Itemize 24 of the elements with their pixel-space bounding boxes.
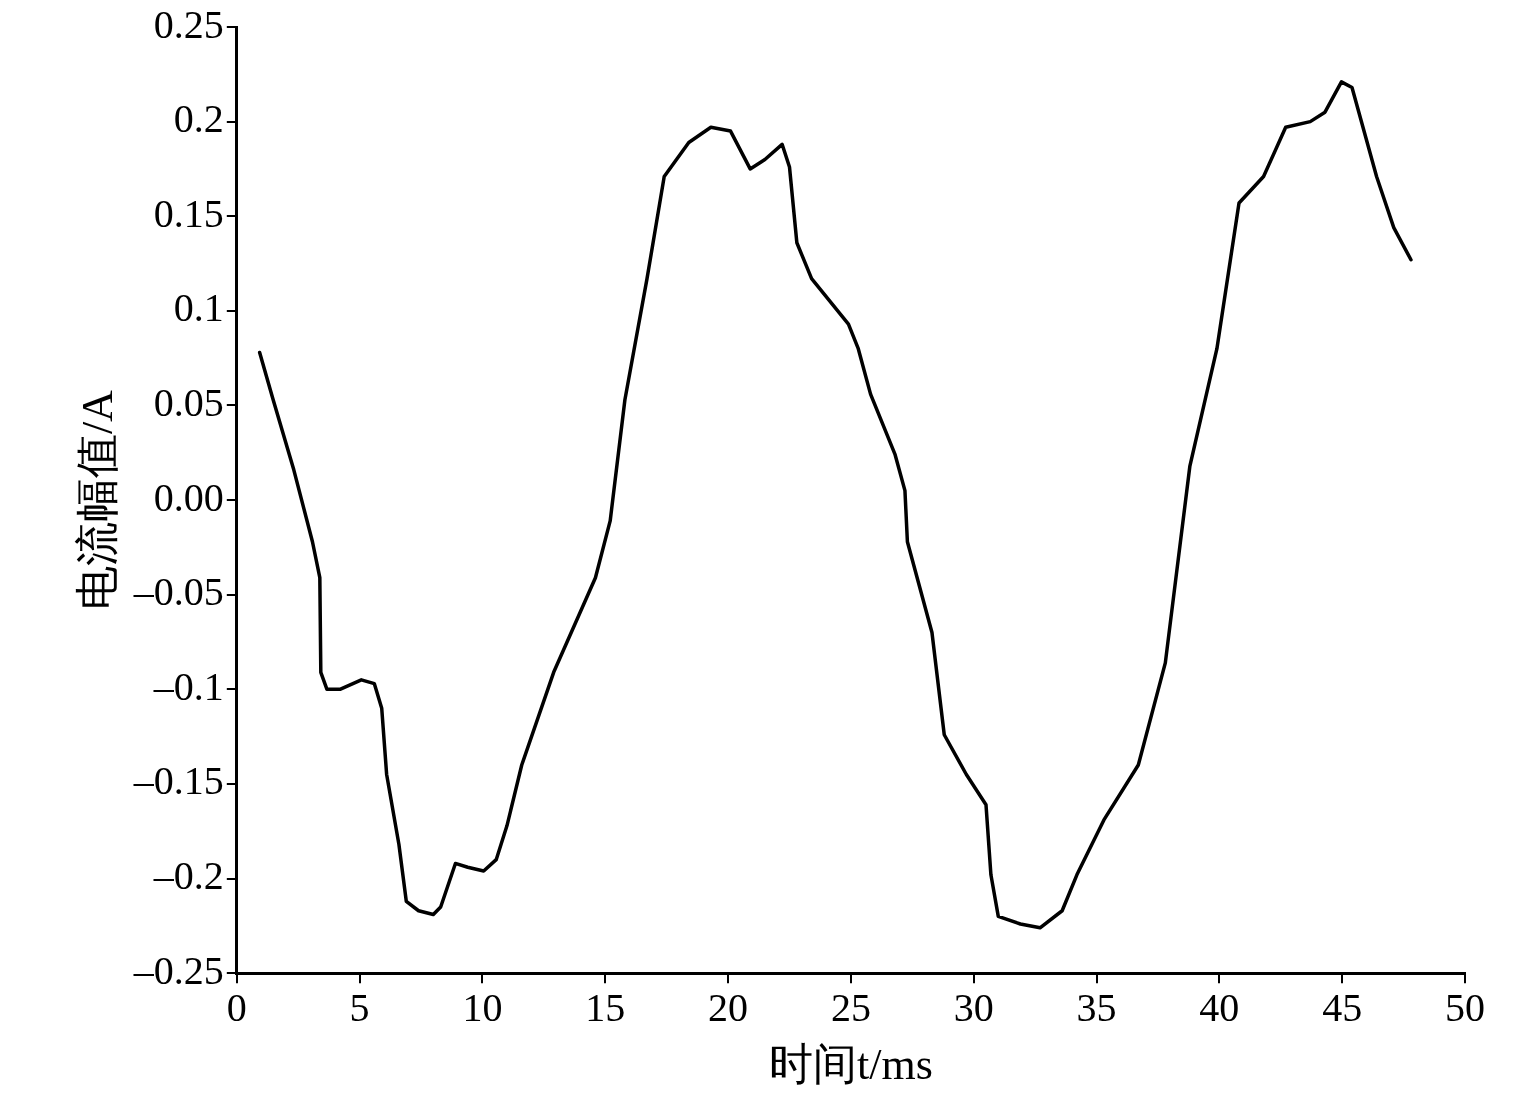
- x-tick-label: 10: [462, 984, 503, 1030]
- x-tick-label: 20: [708, 984, 749, 1030]
- x-axis-title: 时间t/ms: [769, 1040, 933, 1090]
- x-tick-label: 25: [830, 984, 871, 1030]
- y-tick-label: –0.1: [152, 663, 224, 709]
- y-axis-title: 电流幅值/A: [72, 389, 122, 611]
- x-tick-label: 35: [1076, 984, 1117, 1030]
- y-tick-label: –0.2: [152, 853, 224, 899]
- y-tick-label: 0.15: [153, 190, 224, 236]
- x-tick-label: 0: [226, 984, 247, 1030]
- y-tick-label: 0.05: [153, 379, 224, 425]
- x-tick-label: 5: [349, 984, 370, 1030]
- x-tick-label: 30: [953, 984, 994, 1030]
- y-tick-label: –0.25: [132, 947, 224, 993]
- y-tick-label: 0.00: [153, 474, 224, 520]
- y-tick-label: 0.2: [173, 96, 224, 142]
- y-tick-label: 0.1: [173, 285, 224, 331]
- y-tick-label: –0.15: [132, 758, 224, 804]
- x-tick-label: 15: [585, 984, 626, 1030]
- y-tick-label: –0.05: [132, 569, 224, 615]
- x-tick-label: 45: [1322, 984, 1363, 1030]
- y-tick-label: 0.25: [153, 1, 224, 47]
- x-tick-label: 50: [1445, 984, 1485, 1030]
- x-tick-label: 40: [1199, 984, 1240, 1030]
